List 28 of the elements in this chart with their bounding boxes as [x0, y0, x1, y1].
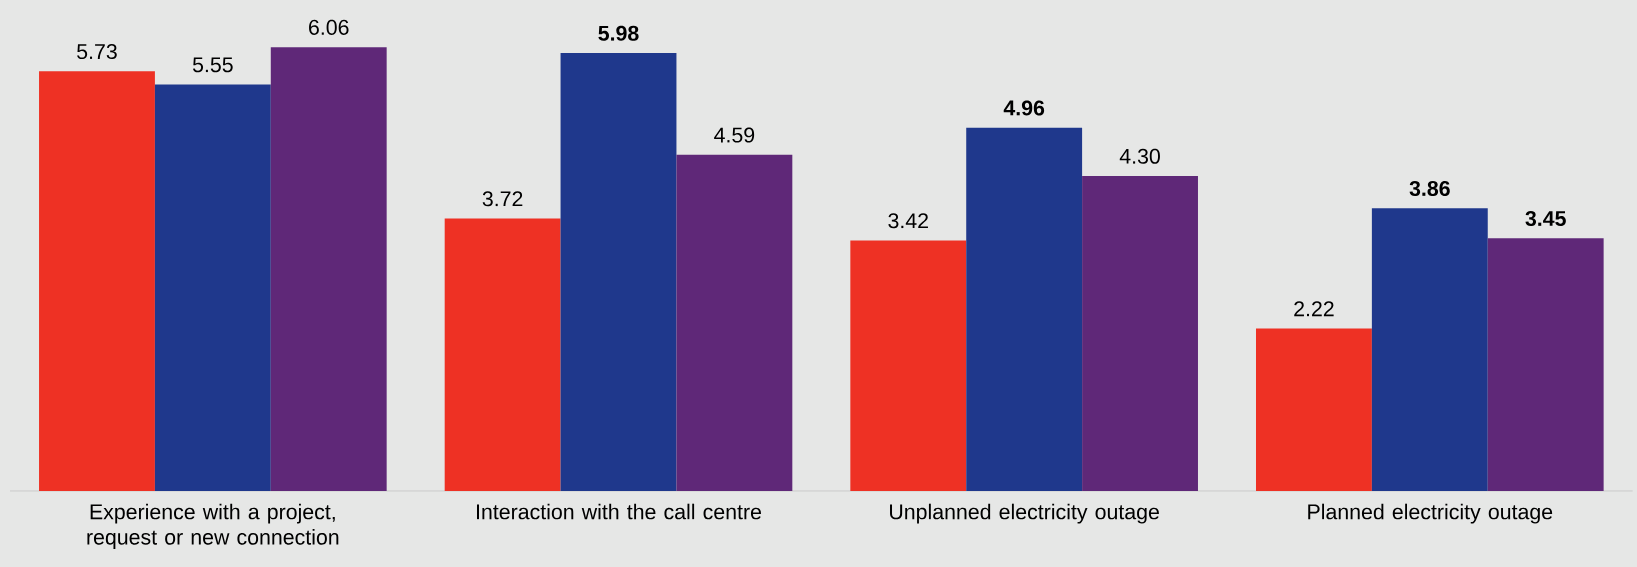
data-label: 3.86 — [1409, 180, 1450, 197]
data-label: 2.22 — [1294, 301, 1334, 317]
bar — [154, 84, 271, 491]
bar — [676, 154, 793, 491]
data-label: 5.98 — [598, 25, 639, 41]
x-tick-label: Planned electricity outage — [1308, 503, 1553, 524]
data-label: 4.96 — [1003, 100, 1045, 116]
data-label: 5.73 — [77, 44, 117, 60]
x-tick-label: Interaction with the call centre — [477, 503, 761, 520]
bar — [444, 218, 561, 491]
data-label: 3.45 — [1525, 210, 1566, 227]
x-tick-label: Experience with a project, request or new connection — [87, 503, 339, 549]
bar — [1371, 208, 1488, 491]
bar — [270, 47, 387, 491]
data-label: 4.59 — [714, 127, 755, 143]
data-label: 5.55 — [192, 57, 233, 73]
data-label: 3.72 — [482, 191, 523, 207]
bar — [560, 53, 677, 491]
data-label: 3.42 — [888, 213, 928, 229]
data-label: 4.30 — [1119, 148, 1160, 164]
bar — [1082, 176, 1198, 491]
bar — [39, 71, 155, 491]
x-tick-label: Unplanned electricity outage — [890, 503, 1159, 524]
bar — [1256, 328, 1372, 491]
data-label: 6.06 — [309, 19, 349, 35]
bar — [850, 240, 967, 491]
bar — [966, 127, 1083, 491]
bar — [1487, 238, 1604, 491]
